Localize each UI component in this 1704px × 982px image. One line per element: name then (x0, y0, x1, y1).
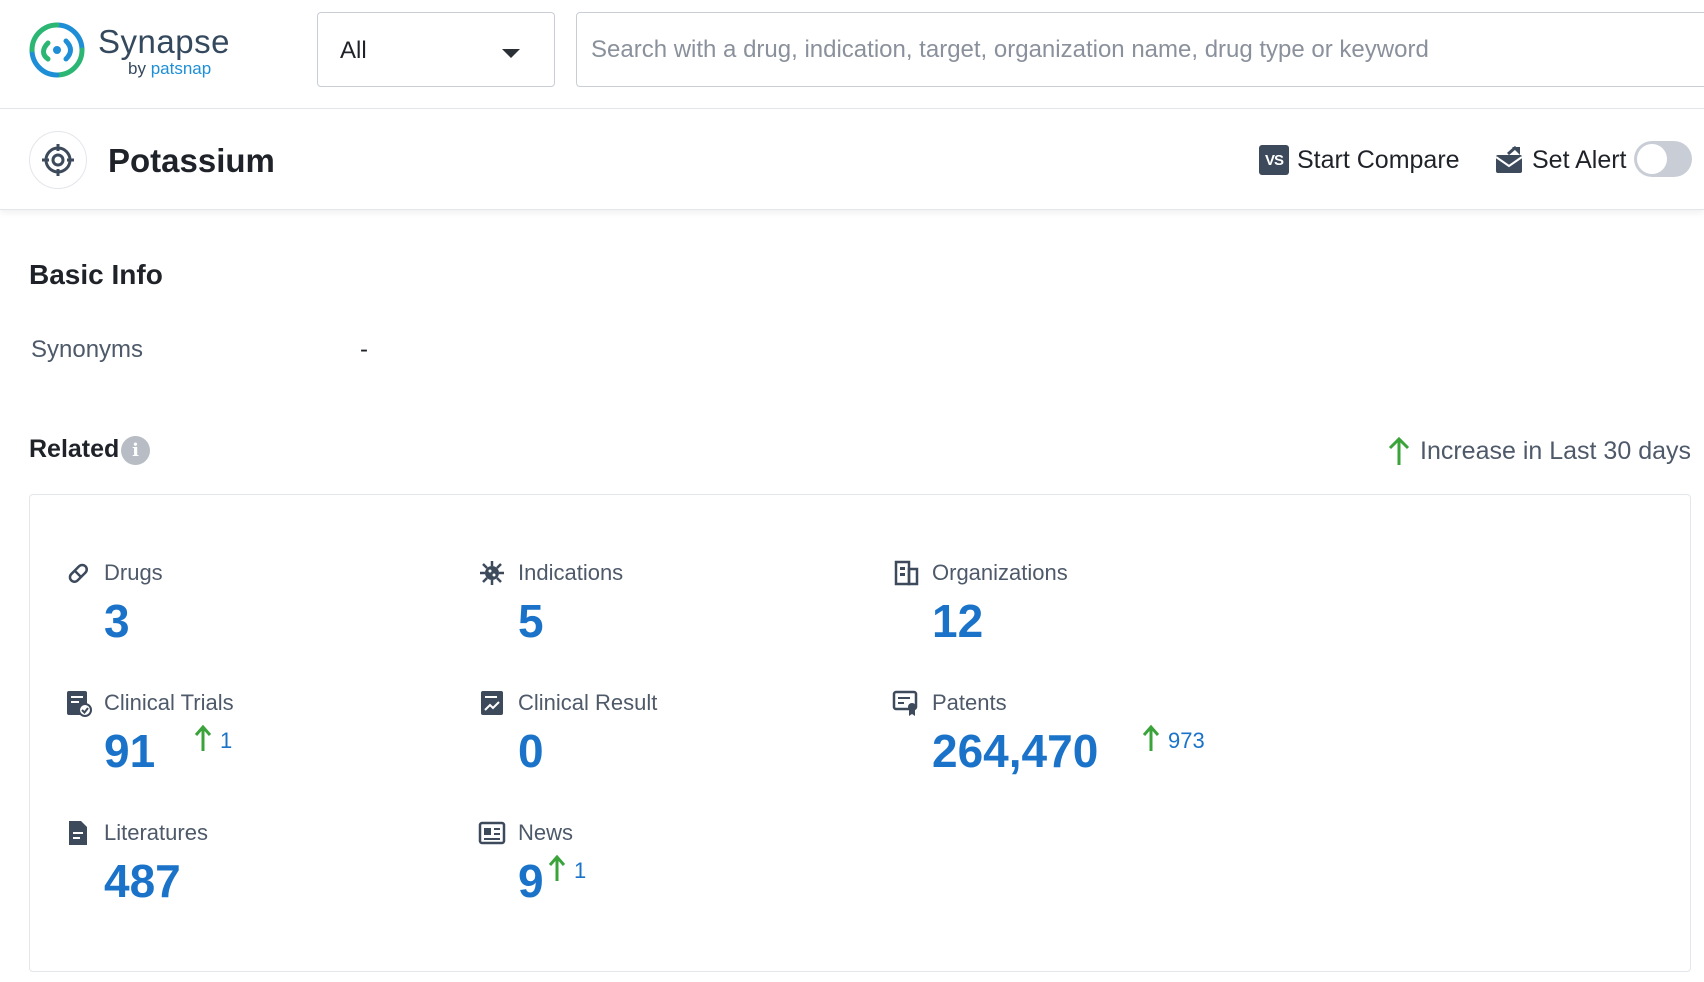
entity-header: Potassium VS Start Compare Set Alert (0, 110, 1704, 210)
stat-drugs-value: 3 (104, 594, 130, 648)
stat-clinical-trials-label: Clinical Trials (104, 690, 234, 716)
chevron-down-icon (502, 49, 520, 58)
alert-mail-icon (1494, 145, 1524, 175)
synapse-logo-icon (28, 21, 86, 79)
stat-patents-increase: 973 (1142, 724, 1205, 754)
stat-patents-label: Patents (932, 690, 1007, 716)
stat-organizations[interactable]: Organizations 12 (892, 558, 1292, 668)
newspaper-icon (478, 819, 506, 847)
document-icon (64, 819, 92, 847)
stat-clinical-result-value: 0 (518, 724, 544, 778)
search-scope-value: All (340, 37, 367, 65)
compare-icon: VS (1259, 145, 1289, 175)
stat-patents[interactable]: Patents 264,470 973 (892, 688, 1292, 798)
synonyms-label: Synonyms (31, 336, 143, 364)
brand-by: by (128, 59, 146, 78)
stat-clinical-result-label: Clinical Result (518, 690, 657, 716)
increase-legend-label: Increase in Last 30 days (1420, 437, 1691, 466)
stat-drugs[interactable]: Drugs 3 (64, 558, 464, 668)
stat-news-delta: 1 (574, 858, 586, 884)
stat-literatures-value: 487 (104, 854, 181, 908)
toggle-knob (1637, 144, 1667, 174)
stat-clinical-result[interactable]: Clinical Result 0 (478, 688, 878, 798)
stat-literatures[interactable]: Literatures 487 (64, 818, 464, 928)
arrow-up-icon (1388, 436, 1410, 466)
start-compare-label: Start Compare (1297, 146, 1460, 175)
synonyms-value: - (360, 336, 368, 364)
top-bar: Synapse by patsnap All (0, 0, 1704, 109)
set-alert-button[interactable]: Set Alert (1494, 142, 1627, 178)
brand-name: Synapse (98, 23, 230, 61)
search-input[interactable] (591, 29, 1691, 71)
arrow-up-icon (194, 724, 212, 752)
related-stats-card: Drugs 3 Indications 5 (29, 494, 1691, 972)
search-box[interactable] (576, 12, 1704, 87)
stat-news-increase: 1 (548, 854, 586, 884)
stat-news-label: News (518, 820, 573, 846)
increase-legend: Increase in Last 30 days (1388, 434, 1691, 468)
start-compare-button[interactable]: VS Start Compare (1259, 142, 1460, 178)
related-title: Related (29, 435, 119, 464)
stat-patents-delta: 973 (1168, 728, 1205, 754)
stat-literatures-label: Literatures (104, 820, 208, 846)
brand-byline: by patsnap (128, 59, 211, 79)
clinical-trial-icon (64, 689, 92, 717)
set-alert-label: Set Alert (1532, 146, 1627, 175)
chart-report-icon (478, 689, 506, 717)
target-icon (29, 131, 87, 189)
stat-drugs-label: Drugs (104, 560, 163, 586)
basic-info-title: Basic Info (29, 259, 163, 291)
stat-organizations-label: Organizations (932, 560, 1068, 586)
arrow-up-icon (548, 854, 566, 882)
building-icon (892, 559, 920, 587)
pill-icon (64, 559, 92, 587)
search-scope-select[interactable]: All (317, 12, 555, 87)
stat-clinical-trials-value: 91 (104, 724, 155, 778)
stat-clinical-trials-increase: 1 (194, 724, 232, 754)
stat-clinical-trials[interactable]: Clinical Trials 91 1 (64, 688, 464, 798)
page-title: Potassium (108, 142, 275, 180)
stat-organizations-value: 12 (932, 594, 983, 648)
stat-indications[interactable]: Indications 5 (478, 558, 878, 668)
stat-news[interactable]: News 9 1 (478, 818, 878, 928)
stat-patents-value: 264,470 (932, 724, 1098, 778)
patent-certificate-icon (892, 689, 920, 717)
alert-toggle[interactable] (1634, 141, 1692, 177)
arrow-up-icon (1142, 724, 1160, 752)
stat-indications-value: 5 (518, 594, 544, 648)
synapse-logo[interactable]: Synapse by patsnap (28, 21, 228, 81)
info-icon[interactable]: i (121, 436, 150, 465)
stat-indications-label: Indications (518, 560, 623, 586)
virus-icon (478, 559, 506, 587)
stat-news-value: 9 (518, 854, 544, 908)
stat-clinical-trials-delta: 1 (220, 728, 232, 754)
brand-patsnap: patsnap (151, 59, 212, 78)
